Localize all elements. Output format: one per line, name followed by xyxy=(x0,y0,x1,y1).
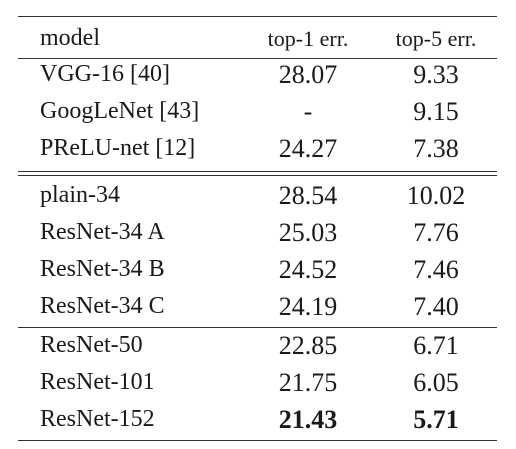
row-model: VGG-16 [40] xyxy=(40,61,170,87)
header-top5: top-5 err. xyxy=(395,26,477,51)
row-top5: 9.15 xyxy=(413,97,459,126)
row-top5: 6.71 xyxy=(413,331,459,360)
row-top5-best: 5.71 xyxy=(413,405,459,434)
row-top1: 28.07 xyxy=(278,60,338,89)
row-model: ResNet-101 xyxy=(40,369,155,395)
header-top1: top-1 err. xyxy=(267,26,349,51)
row-model: ResNet-50 xyxy=(40,332,143,358)
bottom-rule xyxy=(18,440,497,441)
row-top5: 7.76 xyxy=(413,218,459,247)
row-model: ResNet-34 B xyxy=(40,256,165,282)
row-top1: 22.85 xyxy=(278,331,338,360)
header-model: model xyxy=(40,25,100,51)
row-top1-best: 21.43 xyxy=(278,405,338,434)
row-model: ResNet-34 C xyxy=(40,293,165,319)
results-table: model top-1 err. top-5 err. VGG-16 [40] … xyxy=(18,0,497,449)
row-top5: 6.05 xyxy=(413,368,459,397)
row-top1: 24.27 xyxy=(278,134,338,163)
row-top5: 9.33 xyxy=(413,60,459,89)
group-double-rule-a xyxy=(18,171,497,172)
row-top1: 24.52 xyxy=(278,255,338,284)
row-top5: 7.46 xyxy=(413,255,459,284)
row-top5: 7.38 xyxy=(413,134,459,163)
row-top1: - xyxy=(303,97,313,126)
row-top5: 10.02 xyxy=(406,181,466,210)
row-model: ResNet-34 A xyxy=(40,219,165,245)
row-model: plain-34 xyxy=(40,182,120,208)
row-top1: 25.03 xyxy=(278,218,338,247)
row-top1: 21.75 xyxy=(278,368,338,397)
row-top1: 24.19 xyxy=(278,292,338,321)
row-top5: 7.40 xyxy=(413,292,459,321)
row-model: ResNet-152 xyxy=(40,406,155,432)
row-model: GoogLeNet [43] xyxy=(40,98,200,124)
top-rule xyxy=(18,16,497,17)
header-rule xyxy=(18,58,497,59)
row-top1: 28.54 xyxy=(278,181,338,210)
group-rule xyxy=(18,327,497,328)
row-model: PReLU-net [12] xyxy=(40,135,196,161)
group-double-rule-b xyxy=(18,175,497,176)
